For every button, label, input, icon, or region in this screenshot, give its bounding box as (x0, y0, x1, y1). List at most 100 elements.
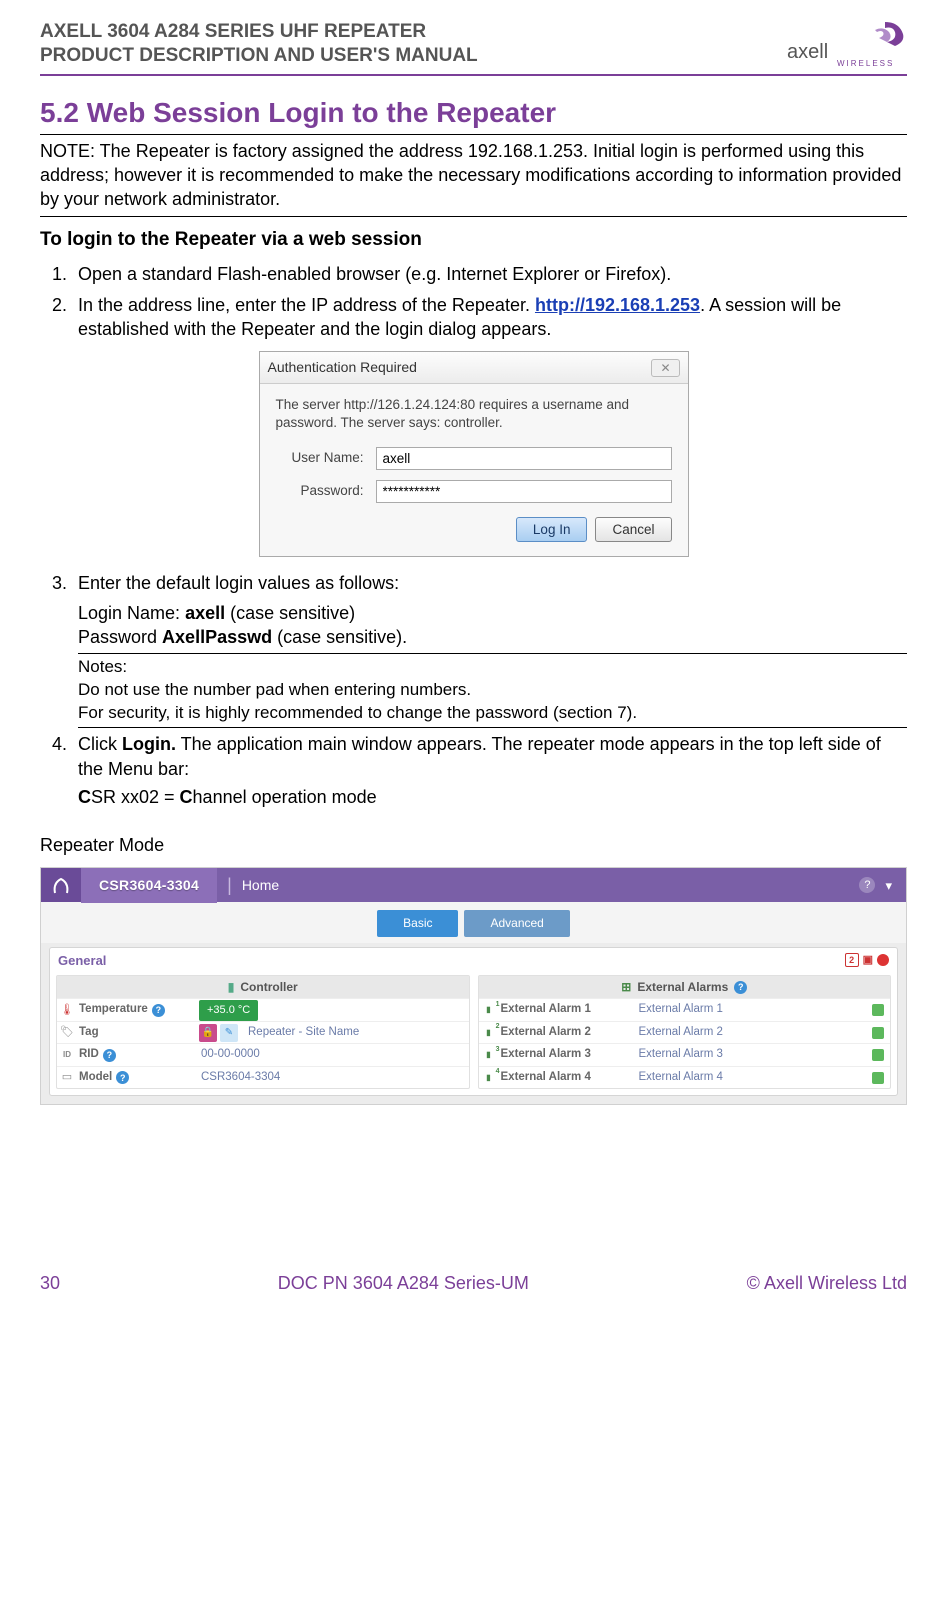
step-3-text: Enter the default login values as follow… (78, 573, 399, 593)
tab-basic[interactable]: Basic (377, 910, 458, 936)
controller-head: ▮ Controller (57, 976, 469, 998)
page-header: AXELL 3604 A284 SERIES UHF REPEATER PROD… (40, 20, 907, 76)
alarm-count-badge[interactable]: 2 (845, 953, 859, 967)
username-input[interactable] (376, 447, 672, 470)
status-dot-icon (877, 954, 889, 966)
status-ok-icon (872, 1072, 884, 1084)
dialog-buttons: Log In Cancel (276, 517, 672, 542)
rid-row: ID RID? 00-00-0000 (57, 1043, 469, 1066)
edit-icon[interactable]: ✎ (220, 1024, 238, 1042)
ext-alarm-2-label: External Alarm 2 (499, 1022, 633, 1044)
step-1-text: Open a standard Flash-enabled browser (e… (78, 264, 671, 284)
mode-c2: C (180, 787, 193, 807)
ext-alarms-title: External Alarms (637, 979, 728, 995)
dialog-body: The server http://126.1.24.124:80 requir… (260, 384, 688, 555)
model-icon: ▭ (57, 1070, 77, 1085)
app-window: CSR3604-3304 | Home ? ▾ Basic Advanced G… (40, 867, 907, 1105)
axell-logo: axell WIRELESS (787, 20, 907, 68)
login-button[interactable]: Log In (516, 517, 588, 542)
rid-value: 00-00-0000 (195, 1044, 469, 1066)
login-subheading: To login to the Repeater via a web sessi… (40, 227, 907, 253)
alarm-3-icon: ▮3 (479, 1047, 499, 1062)
model-value: CSR3604-3304 (195, 1067, 469, 1089)
ext-alarm-1-label: External Alarm 1 (499, 999, 633, 1021)
breadcrumb-home[interactable]: Home (242, 876, 279, 895)
ext-alarm-1-row: ▮1 External Alarm 1 External Alarm 1 (479, 998, 891, 1021)
header-line2: PRODUCT DESCRIPTION AND USER'S MANUAL (40, 44, 478, 68)
section-title: Web Session Login to the Repeater (87, 97, 556, 128)
lock-icon[interactable]: 🔒 (199, 1024, 217, 1042)
steps-list-cont: Enter the default login values as follow… (40, 571, 907, 595)
help-icon[interactable]: ? (859, 877, 875, 893)
ext-alarm-4-label: External Alarm 4 (499, 1067, 633, 1089)
username-label: User Name: (276, 449, 376, 467)
password-input[interactable] (376, 480, 672, 503)
tab-advanced[interactable]: Advanced (464, 910, 569, 936)
help-icon[interactable]: ? (152, 1004, 165, 1017)
help-icon[interactable]: ? (103, 1049, 116, 1062)
password-row: Password: (276, 480, 672, 503)
tag-edit-icons: 🔒 ✎ (195, 1024, 242, 1042)
temp-value: +35.0 °C (199, 1000, 258, 1021)
help-icon[interactable]: ? (734, 981, 747, 994)
panel-columns: ▮ Controller 🌡 Temperature? +35.0 °C 🏷 T… (50, 971, 897, 1095)
ext-alarm-4-value: External Alarm 4 (633, 1067, 873, 1089)
password-suffix: (case sensitive). (272, 627, 407, 647)
caret-icon[interactable]: ▾ (885, 877, 892, 895)
temp-row: 🌡 Temperature? +35.0 °C (57, 998, 469, 1021)
rid-label: RID? (77, 1044, 195, 1066)
auth-dialog-wrap: Authentication Required ✕ The server htt… (40, 351, 907, 556)
header-title-block: AXELL 3604 A284 SERIES UHF REPEATER PROD… (40, 20, 478, 68)
ext-alarm-2-row: ▮2 External Alarm 2 External Alarm 2 (479, 1021, 891, 1044)
tag-label: Tag (77, 1022, 195, 1044)
password-label: Password: (276, 482, 376, 500)
alarm-1-icon: ▮1 (479, 1002, 499, 1017)
section-heading: 5.2 Web Session Login to the Repeater (40, 94, 907, 132)
repeater-mode-label: Repeater Mode (40, 833, 907, 857)
copyright: © Axell Wireless Ltd (747, 1271, 907, 1295)
step-1: Open a standard Flash-enabled browser (e… (72, 262, 907, 286)
link-icon[interactable]: ▣ (863, 953, 873, 968)
tag-row: 🏷 Tag 🔒 ✎ Repeater - Site Name (57, 1021, 469, 1044)
notes-line-1: Do not use the number pad when entering … (78, 679, 907, 702)
status-ok-icon (872, 1049, 884, 1061)
temp-value-wrap: +35.0 °C (195, 1000, 262, 1021)
login-name-suffix: (case sensitive) (225, 603, 355, 623)
step-2: In the address line, enter the IP addres… (72, 293, 907, 342)
login-name-line: Login Name: axell (case sensitive) (78, 601, 907, 625)
step-3: Enter the default login values as follow… (72, 571, 907, 595)
panel-title-badges: 2 ▣ (845, 953, 889, 968)
breadcrumb-divider: | (217, 873, 242, 897)
mode-c1: C (78, 787, 91, 807)
step-2-text-a: In the address line, enter the IP addres… (78, 295, 535, 315)
temp-label: Temperature? (77, 999, 195, 1021)
notes-title: Notes: (78, 656, 907, 679)
controller-title: Controller (240, 979, 297, 995)
status-ok-icon (872, 1004, 884, 1016)
tag-icon: 🏷 (57, 1025, 77, 1040)
ip-link[interactable]: http://192.168.1.253 (535, 295, 700, 315)
dialog-title-text: Authentication Required (268, 358, 417, 377)
page-footer: 30 DOC PN 3604 A284 Series-UM © Axell Wi… (40, 1265, 907, 1295)
ext-alarm-3-row: ▮3 External Alarm 3 External Alarm 3 (479, 1043, 891, 1066)
external-alarms-subpanel: ⊞ External Alarms ? ▮1 External Alarm 1 … (478, 975, 892, 1089)
login-name-value: axell (185, 603, 225, 623)
id-icon: ID (57, 1050, 77, 1061)
help-icon[interactable]: ? (116, 1071, 129, 1084)
logo-brand-text: axell (787, 41, 828, 63)
rule-bottom (40, 216, 907, 217)
rule-top (40, 134, 907, 135)
close-icon[interactable]: ✕ (651, 359, 679, 377)
alarm-4-icon: ▮4 (479, 1070, 499, 1085)
logo-sub-text: WIRELESS (837, 59, 894, 68)
cancel-button[interactable]: Cancel (595, 517, 671, 542)
auth-dialog: Authentication Required ✕ The server htt… (259, 351, 689, 556)
password-label-text: Password (78, 627, 162, 647)
factory-note: NOTE: The Repeater is factory assigned t… (40, 139, 907, 212)
notes-box: Notes: Do not use the number pad when en… (78, 653, 907, 728)
header-line1: AXELL 3604 A284 SERIES UHF REPEATER (40, 20, 478, 44)
doc-number: DOC PN 3604 A284 Series-UM (278, 1271, 529, 1295)
step-4-text-a: Click (78, 734, 122, 754)
controller-subpanel: ▮ Controller 🌡 Temperature? +35.0 °C 🏷 T… (56, 975, 470, 1089)
dialog-message: The server http://126.1.24.124:80 requir… (276, 396, 672, 432)
